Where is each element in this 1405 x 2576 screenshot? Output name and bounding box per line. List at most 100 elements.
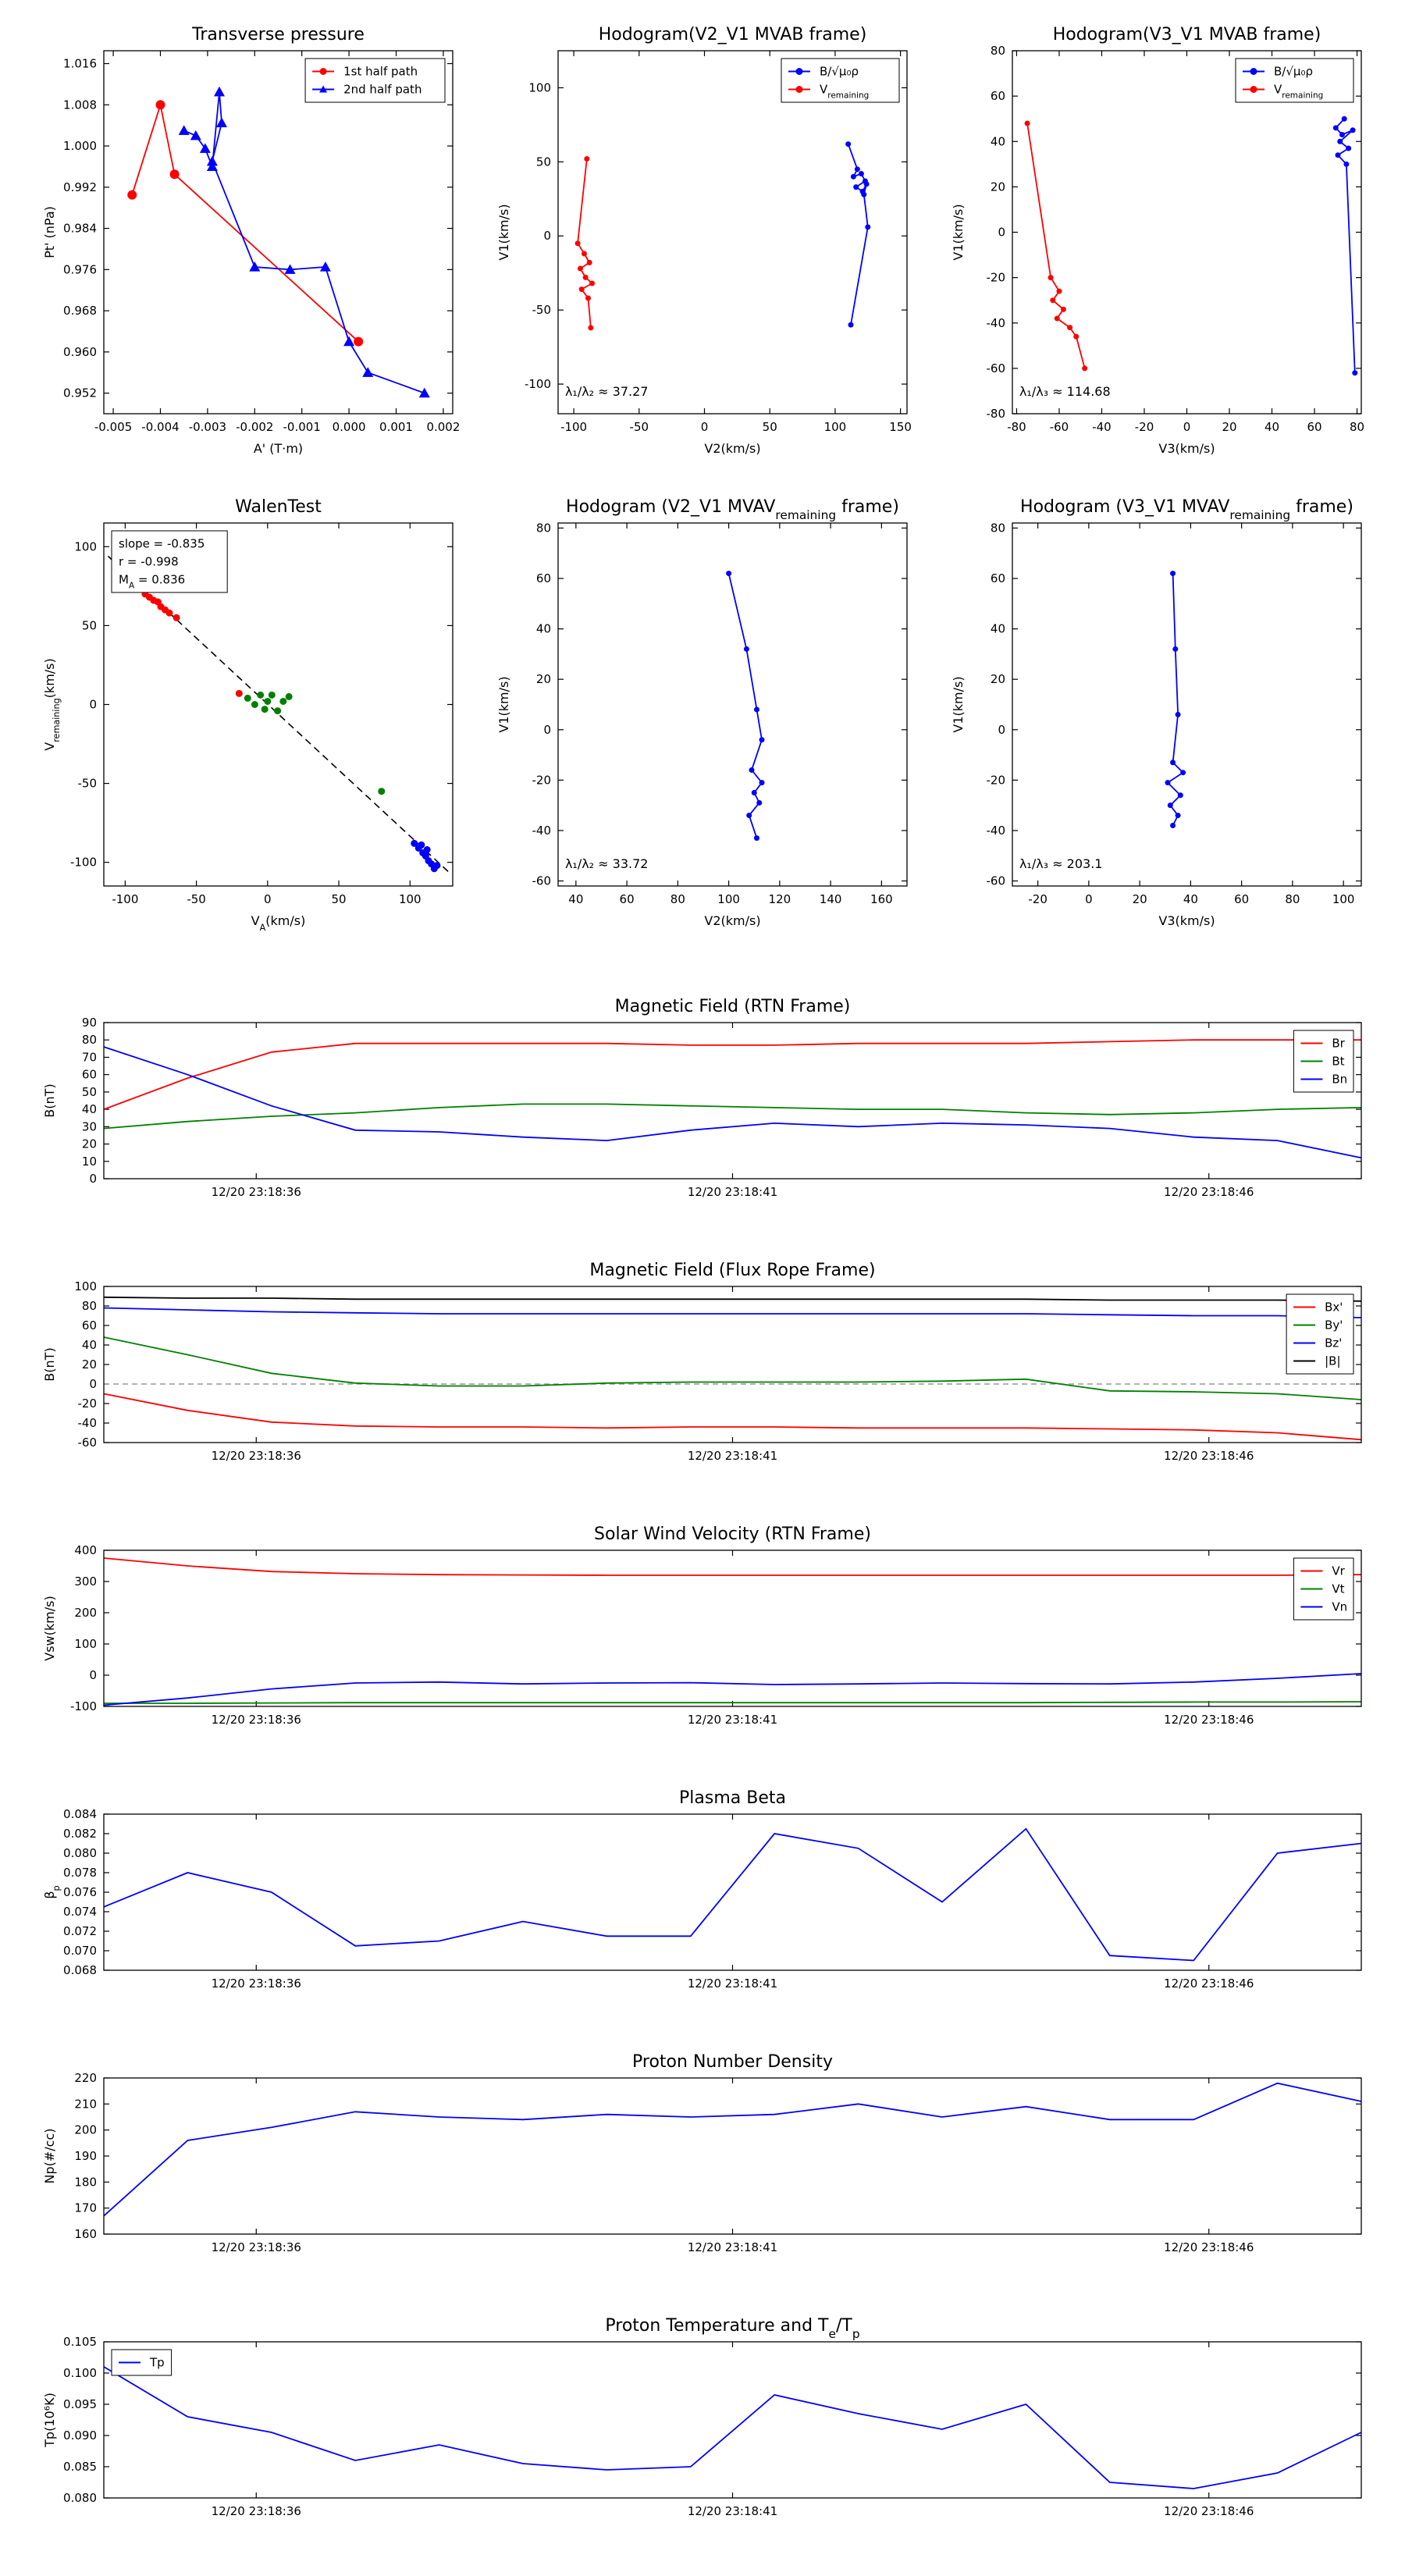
- series-b-over-sqrt-mu0rho: [727, 573, 763, 838]
- chart-hodogram-v2v1-mvav: 40 60 80 100 120 140 160 -60 -40 -20 0 20 40 60 80 Hodo…: [484, 484, 921, 945]
- y-tick-label: 0: [543, 723, 551, 737]
- chart-title: Magnetic Field (RTN Frame): [615, 997, 851, 1016]
- x-tick-label: 12/20 23:18:41: [688, 1713, 777, 1727]
- legend: Br Bt Bn: [1293, 1030, 1354, 1093]
- x-tick-label: 12/20 23:18:41: [688, 1185, 777, 1199]
- legend-label: B/√μ₀ρ: [820, 65, 859, 79]
- chart-title: WalenTest: [235, 497, 322, 517]
- marker-b-over-sqrt-mu0rho: [1170, 760, 1176, 766]
- y-tick-label: 80: [82, 1299, 97, 1313]
- plot-area: [1012, 51, 1361, 414]
- y-tick-label: -60: [532, 874, 552, 888]
- legend: Bx' By' Bz' |B|: [1286, 1293, 1354, 1375]
- marker-b-over-sqrt-mu0rho: [1346, 145, 1352, 151]
- marker-v-remaining: [1056, 288, 1062, 294]
- x-tick-label: 100: [824, 420, 847, 434]
- series-Vn: [103, 1673, 1362, 1706]
- chart-title: Magnetic Field (Flux Rope Frame): [589, 1261, 875, 1280]
- marker-second-half-path: [199, 143, 211, 153]
- chart-hodogram-v3v1-mvab: -80 -60 -40 -20 0 20 40 60 80 -80 -60 -40 -20 0 20 40 60…: [938, 12, 1375, 472]
- x-tick-label: 50: [331, 892, 346, 906]
- series-b-over-sqrt-mu0rho: [1166, 573, 1185, 826]
- annotation: λ₁/λ₃ ≈ 114.68: [1019, 384, 1111, 399]
- plot-area: [558, 51, 907, 414]
- x-tick-label: 140: [820, 892, 842, 906]
- x-tick-label: -50: [630, 420, 649, 434]
- y-tick-label: 40: [991, 134, 1005, 148]
- x-tick-label: 50: [763, 420, 777, 434]
- series-first-half-path: [131, 101, 359, 343]
- x-tick-label: 0.000: [333, 420, 366, 434]
- chart-svg-hodogram-v2v1-mvab: -100 -50 0 50 100 150 -100 -50 0 50 100 Hodogram(V2…: [496, 25, 912, 456]
- chart-title: Proton Temperature and Te/Tp: [605, 2316, 859, 2341]
- marker-v-remaining: [582, 274, 589, 280]
- marker-second-half-path: [213, 86, 225, 97]
- y-tick-label: 20: [991, 672, 1005, 686]
- x-tick-label: 12/20 23:18:46: [1164, 1976, 1254, 1991]
- series-Bn: [103, 1046, 1362, 1159]
- y-tick-label: 0.078: [63, 1866, 97, 1880]
- y-tick-label: -60: [987, 361, 1006, 375]
- marker-b-over-sqrt-mu0rho: [845, 141, 852, 148]
- marker-scatter-green: [251, 701, 258, 708]
- x-tick-label: 80: [670, 892, 685, 906]
- legend: Tp: [111, 2349, 173, 2376]
- marker-scatter-green: [274, 707, 282, 715]
- marker-v-remaining: [1060, 306, 1066, 312]
- x-tick-label: 80: [1350, 420, 1364, 434]
- series-Vr: [103, 1557, 1362, 1576]
- marker-b-over-sqrt-mu0rho: [1335, 152, 1341, 158]
- chart-title: Solar Wind Velocity (RTN Frame): [594, 1525, 871, 1544]
- y-tick-label: 180: [74, 2175, 97, 2189]
- y-tick-label: 0.070: [63, 1944, 97, 1958]
- y-tick-label: 0.090: [63, 2428, 97, 2443]
- y-tick-label: 0.968: [63, 304, 97, 318]
- chart-svg-proton-number-density: 12/20 23:18:36 12/20 23:18:41 12/20 23:18:…: [42, 2052, 1362, 2254]
- marker-v-remaining: [1073, 333, 1080, 340]
- y-tick-label: 100: [74, 1279, 97, 1293]
- x-tick-label: -100: [560, 420, 587, 434]
- legend-label: Tp: [149, 2356, 165, 2370]
- x-tick-label: -100: [112, 892, 138, 906]
- x-tick-label: 0: [264, 892, 272, 906]
- series-beta-p: [103, 1827, 1362, 1962]
- series-walen-fit-line: [107, 555, 450, 873]
- y-axis-label: V1(km/s): [951, 676, 966, 732]
- y-tick-label: 20: [991, 180, 1005, 194]
- chart-magnetic-field-rtn: 12/20 23:18:36 12/20 23:18:41 12/20 23:18:…: [30, 985, 1375, 1227]
- chart-title: Hodogram(V2_V1 MVAB frame): [599, 25, 867, 44]
- y-tick-label: 400: [74, 1543, 97, 1557]
- marker-scatter-green: [264, 697, 272, 705]
- y-tick-label: -100: [70, 856, 97, 870]
- chart-plasma-beta: 12/20 23:18:36 12/20 23:18:41 12/20 23:18:…: [30, 1777, 1375, 2019]
- series-Bz-prime: [103, 1307, 1362, 1318]
- y-tick-label: 1.016: [63, 56, 97, 70]
- legend-label: MA = 0.836: [119, 573, 185, 591]
- series-B-magnitude: [103, 1296, 1362, 1302]
- marker-v-remaining: [1024, 120, 1030, 126]
- axes-frame: [103, 2341, 1362, 2499]
- x-tick-label: 0: [1085, 892, 1093, 906]
- plot-area: [104, 1023, 1361, 1179]
- marker-b-over-sqrt-mu0rho: [746, 813, 752, 819]
- marker-v-remaining: [581, 251, 587, 257]
- legend-label: Br: [1332, 1037, 1345, 1051]
- marker-v-remaining: [1082, 365, 1088, 372]
- plot-area: [104, 2078, 1361, 2234]
- y-tick-label: 200: [74, 2123, 97, 2137]
- x-tick-label: 12/20 23:18:46: [1164, 2504, 1254, 2518]
- marker-scatter-green: [279, 697, 287, 705]
- x-tick-label: 12/20 23:18:36: [212, 2504, 301, 2518]
- chart-title: Plasma Beta: [679, 1788, 786, 1808]
- y-axis-label: V1(km/s): [496, 204, 511, 260]
- chart-svg-walen-test: -100 -50 0 50 100 -100 -50 0 50 100 WalenTest VA(km…: [42, 497, 454, 933]
- marker-v-remaining: [588, 325, 594, 331]
- y-tick-label: 60: [991, 571, 1005, 585]
- y-tick-label: 100: [528, 80, 551, 94]
- y-axis-label: V1(km/s): [951, 204, 966, 260]
- y-tick-label: 60: [991, 89, 1005, 103]
- annotation: λ₁/λ₂ ≈ 37.27: [565, 384, 649, 399]
- plot-area: [558, 523, 907, 886]
- x-axis-label: V2(km/s): [704, 441, 760, 456]
